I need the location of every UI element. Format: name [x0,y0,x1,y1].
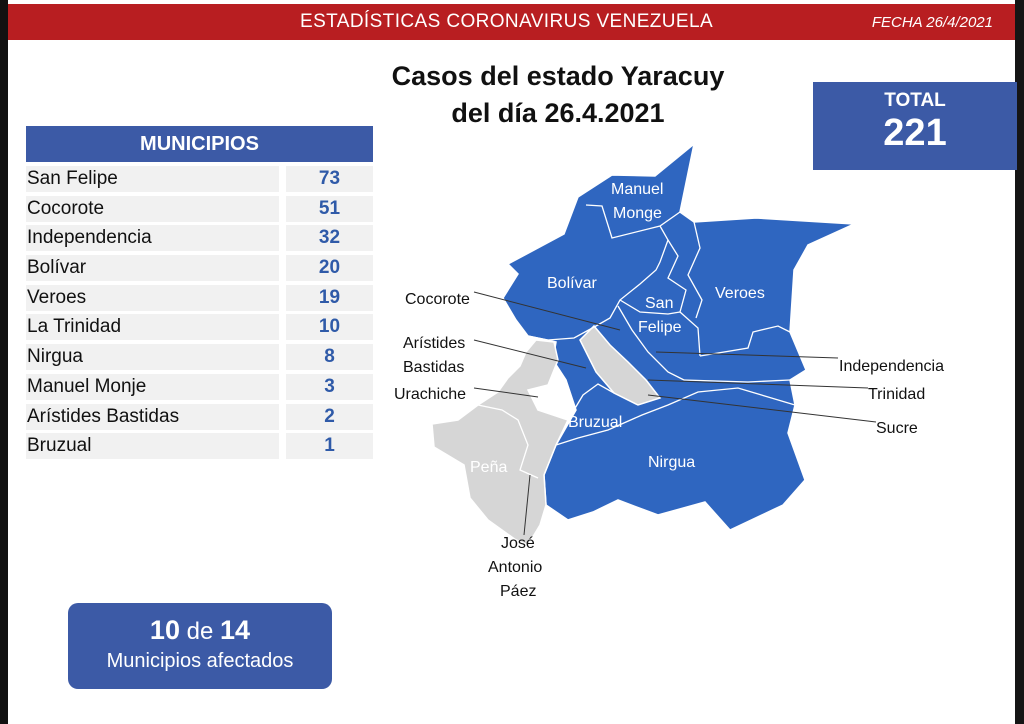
label-pena: Peña [470,459,507,476]
leader-trinidad [647,379,869,389]
municipios-header: MUNICIPIOS [26,126,373,162]
total-label: TOTAL [884,90,946,111]
label-bolivar: Bolívar [547,275,597,292]
label-aristides-1: Arístides [403,335,465,352]
table-row: Nirgua 8 [26,344,373,374]
municipio-name: Bruzual [26,433,279,460]
table-row: Bolívar 20 [26,255,373,285]
map-inside-labels: Manuel Monge Bolívar San Felipe Veroes B… [470,181,765,476]
leader-independencia [655,351,839,359]
label-sanfelipe-1: San [645,295,673,312]
unaffected-regions [431,324,662,546]
municipio-cases: 8 [286,344,373,371]
label-cocorote: Cocorote [405,291,470,308]
municipio-cases: 2 [286,403,373,430]
label-veroes: Veroes [715,285,765,302]
label-urachiche: Urachiche [394,386,466,403]
affected-label: Municipios afectados [106,650,294,672]
municipio-cases: 51 [286,195,373,222]
municipio-name: La Trinidad [26,314,279,341]
municipio-cases: 19 [286,284,373,311]
map-region-affected [502,142,855,531]
leader-jose [523,474,531,536]
affected-total: 14 [220,615,251,645]
municipio-name: San Felipe [26,166,279,192]
table-row: San Felipe 73 [26,166,373,196]
border-cocorote [617,305,685,381]
municipio-name: Veroes [26,284,279,311]
total-value: 221 [883,112,947,154]
label-manuel-1: Manuel [611,181,663,198]
leader-lines [473,291,877,536]
map-region-sucre [579,324,662,406]
municipio-name: Nirgua [26,344,279,371]
map-outside-labels: Cocorote Arístides Bastidas Urachiche In… [394,291,944,600]
municipio-cases: 10 [286,314,373,341]
table-row: Independencia 32 [26,225,373,255]
label-aristides-2: Bastidas [403,359,464,376]
label-jose-1: José [501,535,535,552]
affected-count-line: 10 de 14 [68,615,332,646]
municipio-name: Arístides Bastidas [26,403,279,430]
label-jose-2: Antonio [488,559,542,576]
municipio-cases: 32 [286,225,373,252]
affected-regions [502,142,855,531]
map-region-pena [431,339,570,546]
municipio-name: Manuel Monje [26,373,279,400]
image-frame-right [1015,0,1024,724]
border-pena-inner [477,404,539,479]
table-row: Bruzual 1 [26,433,373,463]
border-independencia [699,325,791,357]
header-title: ESTADÍSTICAS CORONAVIRUS VENEZUELA [300,11,714,32]
municipality-borders [477,204,796,479]
yaracuy-map: Manuel Monge Bolívar San Felipe Veroes B… [394,142,944,600]
total-box: TOTAL 221 [813,82,1017,170]
affected-box: 10 de 14 Municipios afectados [68,603,332,689]
municipio-name: Cocorote [26,195,279,222]
table-row: Cocorote 51 [26,195,373,226]
border-veroes [687,221,703,319]
label-independencia: Independencia [839,358,944,375]
affected-count: 10 [149,615,180,645]
label-manuel-2: Monge [613,205,662,222]
header-date: FECHA 26/4/2021 [871,14,993,31]
border-trinidad [683,379,791,383]
label-trinidad: Trinidad [868,386,925,403]
image-frame-left [0,0,8,724]
page-title-line2: del día 26.4.2021 [451,98,665,128]
leader-aristides [473,339,587,369]
affected-connector: de [186,618,214,645]
label-sanfelipe-2: Felipe [638,319,682,336]
municipio-cases: 1 [286,433,373,460]
municipio-cases: 3 [286,373,373,400]
page-title-line1: Casos del estado Yaracuy [391,61,725,91]
table-row: Veroes 19 [26,284,373,315]
label-bruzual: Bruzual [568,414,622,431]
leader-urachiche [473,387,539,398]
label-jose-3: Páez [500,583,536,600]
border-nirgua [555,387,796,446]
border-sanfelipe-left [667,239,701,357]
header-bar: ESTADÍSTICAS CORONAVIRUS VENEZUELA FECHA… [8,4,1015,40]
border-monge [585,204,681,239]
table-row: Arístides Bastidas 2 [26,403,373,434]
municipio-cases: 73 [286,166,373,192]
label-sucre: Sucre [876,420,918,437]
label-nirgua: Nirgua [648,454,695,471]
municipio-name: Bolívar [26,255,279,282]
border-bruzual [567,383,615,421]
municipios-table: San Felipe 73 Cocorote 51 Independencia 32 Bol… [26,166,373,463]
leader-cocorote [473,291,621,331]
border-sanfelipe-inner [619,299,681,315]
page-title: Casos del estado Yaracuy del día 26.4.20… [338,58,778,132]
leader-sucre [647,394,877,423]
table-row: Manuel Monje 3 [26,373,373,404]
infographic-sheet: ESTADÍSTICAS CORONAVIRUS VENEZUELA FECHA… [8,0,1017,724]
municipio-cases: 20 [286,255,373,282]
table-row: La Trinidad 10 [26,314,373,344]
municipio-name: Independencia [26,225,279,252]
